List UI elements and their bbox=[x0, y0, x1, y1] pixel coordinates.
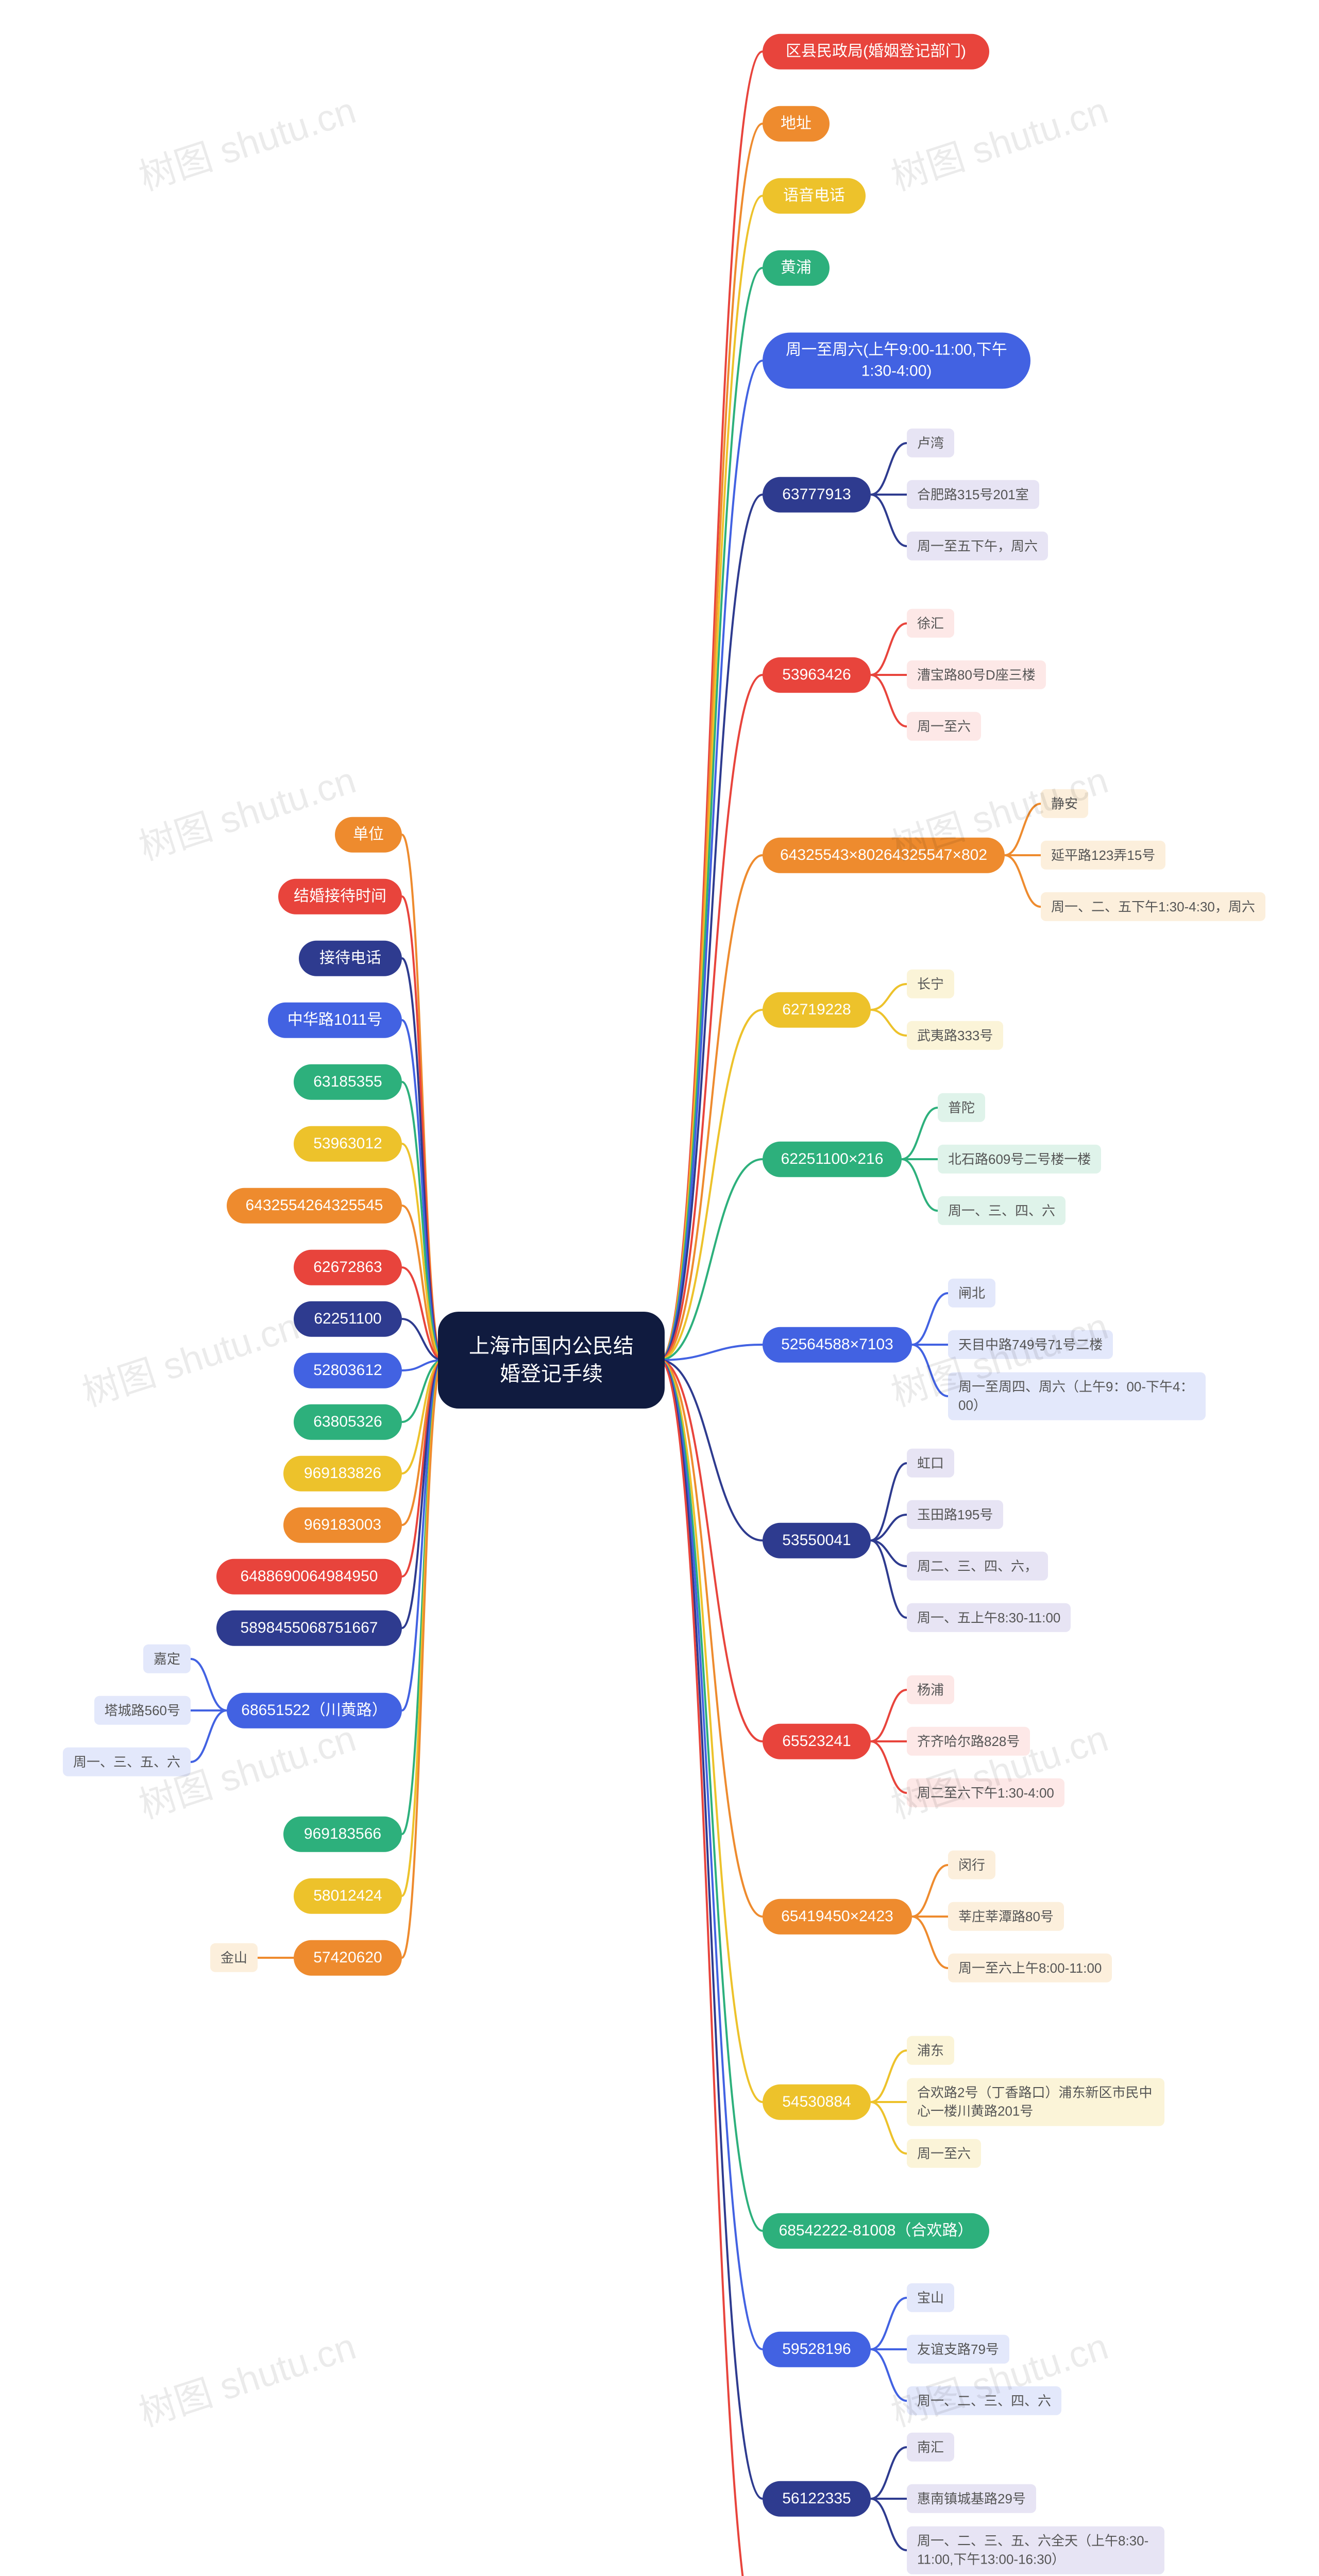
leaf-r13-2: 周二至六下午1:30-4:00 bbox=[907, 1778, 1064, 1807]
leaf-r12-1: 玉田路195号 bbox=[907, 1500, 1003, 1529]
leaf-r6-1: 合肥路315号201室 bbox=[907, 480, 1039, 509]
leaf-r11-0: 闸北 bbox=[948, 1279, 995, 1308]
leaf-r11-1: 天目中路749号71号二楼 bbox=[948, 1330, 1113, 1359]
branch-r5[interactable]: 周一至周六(上午9:00-11:00,下午1:30-4:00) bbox=[763, 333, 1030, 389]
branch-l7[interactable]: 6432554264325545 bbox=[227, 1188, 402, 1224]
leaf-r13-1: 齐齐哈尔路828号 bbox=[907, 1727, 1030, 1756]
leaf-r17-1: 友谊支路79号 bbox=[907, 2335, 1009, 2364]
leaf-r12-2: 周二、三、四、六， bbox=[907, 1552, 1048, 1581]
center-node[interactable]: 上海市国内公民结婚登记手续 bbox=[438, 1312, 665, 1409]
branch-r8[interactable]: 64325543×80264325547×802 bbox=[763, 838, 1005, 873]
branch-l9[interactable]: 62251100 bbox=[294, 1301, 402, 1337]
branch-l13[interactable]: 969183003 bbox=[283, 1507, 402, 1543]
branch-r6[interactable]: 63777913 bbox=[763, 477, 871, 513]
leaf-r12-3: 周一、五上午8:30-11:00 bbox=[907, 1603, 1071, 1632]
leaf-r17-0: 宝山 bbox=[907, 2283, 954, 2312]
leaf-r15-0: 浦东 bbox=[907, 2036, 954, 2065]
watermark: 树图 shutu.cn bbox=[131, 2316, 361, 2437]
branch-r13[interactable]: 65523241 bbox=[763, 1724, 871, 1759]
leaf-r8-1: 延平路123弄15号 bbox=[1041, 841, 1165, 870]
branch-r10[interactable]: 62251100×216 bbox=[763, 1142, 902, 1177]
leaf-r18-2: 周一、二、三、五、六全天（上午8:30-11:00,下午13:00-16:30） bbox=[907, 2527, 1164, 2574]
leaf-r15-2: 周一至六 bbox=[907, 2139, 981, 2168]
leaf-r7-1: 漕宝路80号D座三楼 bbox=[907, 660, 1046, 689]
branch-l10[interactable]: 52803612 bbox=[294, 1353, 402, 1388]
branch-l12[interactable]: 969183826 bbox=[283, 1456, 402, 1492]
leaf-r8-0: 静安 bbox=[1041, 789, 1088, 818]
branch-l1[interactable]: 单位 bbox=[335, 817, 402, 853]
branch-l8[interactable]: 62672863 bbox=[294, 1250, 402, 1285]
leaf-l16-0: 嘉定 bbox=[143, 1645, 191, 1673]
branch-r2[interactable]: 地址 bbox=[763, 106, 830, 142]
watermark: 树图 shutu.cn bbox=[131, 80, 361, 201]
leaf-r17-2: 周一、二、三、四、六 bbox=[907, 2386, 1061, 2415]
leaf-l16-1: 塔城路560号 bbox=[94, 1696, 191, 1725]
watermark: 树图 shutu.cn bbox=[883, 80, 1113, 201]
leaf-r9-0: 长宁 bbox=[907, 970, 954, 998]
leaf-r7-2: 周一至六 bbox=[907, 712, 981, 741]
branch-r9[interactable]: 62719228 bbox=[763, 992, 871, 1028]
leaf-r6-0: 卢湾 bbox=[907, 429, 954, 457]
leaf-r9-1: 武夷路333号 bbox=[907, 1021, 1003, 1050]
leaf-r10-2: 周一、三、四、六 bbox=[938, 1196, 1066, 1225]
branch-r1[interactable]: 区县民政局(婚姻登记部门) bbox=[763, 34, 989, 70]
branch-r16[interactable]: 68542222-81008（合欢路） bbox=[763, 2213, 989, 2249]
branch-l2[interactable]: 结婚接待时间 bbox=[278, 879, 402, 914]
leaf-r11-2: 周一至周四、周六（上午9：00-下午4：00） bbox=[948, 1372, 1206, 1420]
branch-l14[interactable]: 64886900649849​50 bbox=[216, 1559, 402, 1595]
branch-l6[interactable]: 53963012 bbox=[294, 1126, 402, 1162]
branch-l15[interactable]: 58984550687516​67 bbox=[216, 1611, 402, 1646]
watermark: 树图 shutu.cn bbox=[74, 1296, 305, 1417]
branch-r3[interactable]: 语音电话 bbox=[763, 178, 866, 214]
watermark: 树图 shutu.cn bbox=[883, 1708, 1113, 1829]
branch-r7[interactable]: 53963426 bbox=[763, 657, 871, 693]
branch-r12[interactable]: 53550041 bbox=[763, 1523, 871, 1558]
watermark: 树图 shutu.cn bbox=[131, 750, 361, 871]
leaf-r8-2: 周一、二、五下午1:30-4:30，周六 bbox=[1041, 892, 1265, 921]
branch-l19[interactable]: 57420620 bbox=[294, 1940, 402, 1976]
leaf-l19-0: 金山 bbox=[210, 1943, 258, 1972]
leaf-r18-0: 南汇 bbox=[907, 2433, 954, 2462]
branch-r4[interactable]: 黄浦 bbox=[763, 250, 830, 286]
branch-l4[interactable]: 中华路1011号 bbox=[268, 1003, 402, 1038]
leaf-r12-0: 虹口 bbox=[907, 1449, 954, 1478]
branch-r11[interactable]: 52564588×7103 bbox=[763, 1327, 912, 1363]
branch-r14[interactable]: 65419450×2423 bbox=[763, 1899, 912, 1935]
leaf-r13-0: 杨浦 bbox=[907, 1675, 954, 1704]
leaf-r18-1: 惠南镇城基路29号 bbox=[907, 2484, 1036, 2513]
mindmap-edges bbox=[0, 0, 1319, 2576]
branch-l3[interactable]: 接待电话 bbox=[299, 941, 402, 976]
leaf-l16-2: 周一、三、五、六 bbox=[63, 1748, 191, 1776]
branch-r17[interactable]: 59528196 bbox=[763, 2332, 871, 2367]
branch-r15[interactable]: 54530884 bbox=[763, 2084, 871, 2120]
leaf-r6-2: 周一至五下午，周六 bbox=[907, 532, 1048, 561]
branch-l5[interactable]: 63185355 bbox=[294, 1064, 402, 1100]
leaf-r10-1: 北石路609号二号楼一楼 bbox=[938, 1145, 1101, 1174]
watermark: 树图 shutu.cn bbox=[883, 2316, 1113, 2437]
branch-l17[interactable]: 969183566 bbox=[283, 1817, 402, 1852]
leaf-r14-0: 闵行 bbox=[948, 1851, 995, 1879]
leaf-r15-1: 合欢路2号（丁香路口）浦东新区市民中心一楼川黄路201号 bbox=[907, 2078, 1164, 2126]
leaf-r7-0: 徐汇 bbox=[907, 609, 954, 638]
branch-l16[interactable]: 68651522（川黄路） bbox=[227, 1693, 402, 1728]
leaf-r14-2: 周一至六上午8:00-11:00 bbox=[948, 1954, 1112, 1982]
branch-l18[interactable]: 58012424 bbox=[294, 1878, 402, 1914]
leaf-r14-1: 莘庄莘潭路80号 bbox=[948, 1902, 1064, 1931]
leaf-r10-0: 普陀 bbox=[938, 1093, 985, 1122]
branch-l11[interactable]: 63805326 bbox=[294, 1404, 402, 1440]
branch-r18[interactable]: 56122335 bbox=[763, 2481, 871, 2517]
